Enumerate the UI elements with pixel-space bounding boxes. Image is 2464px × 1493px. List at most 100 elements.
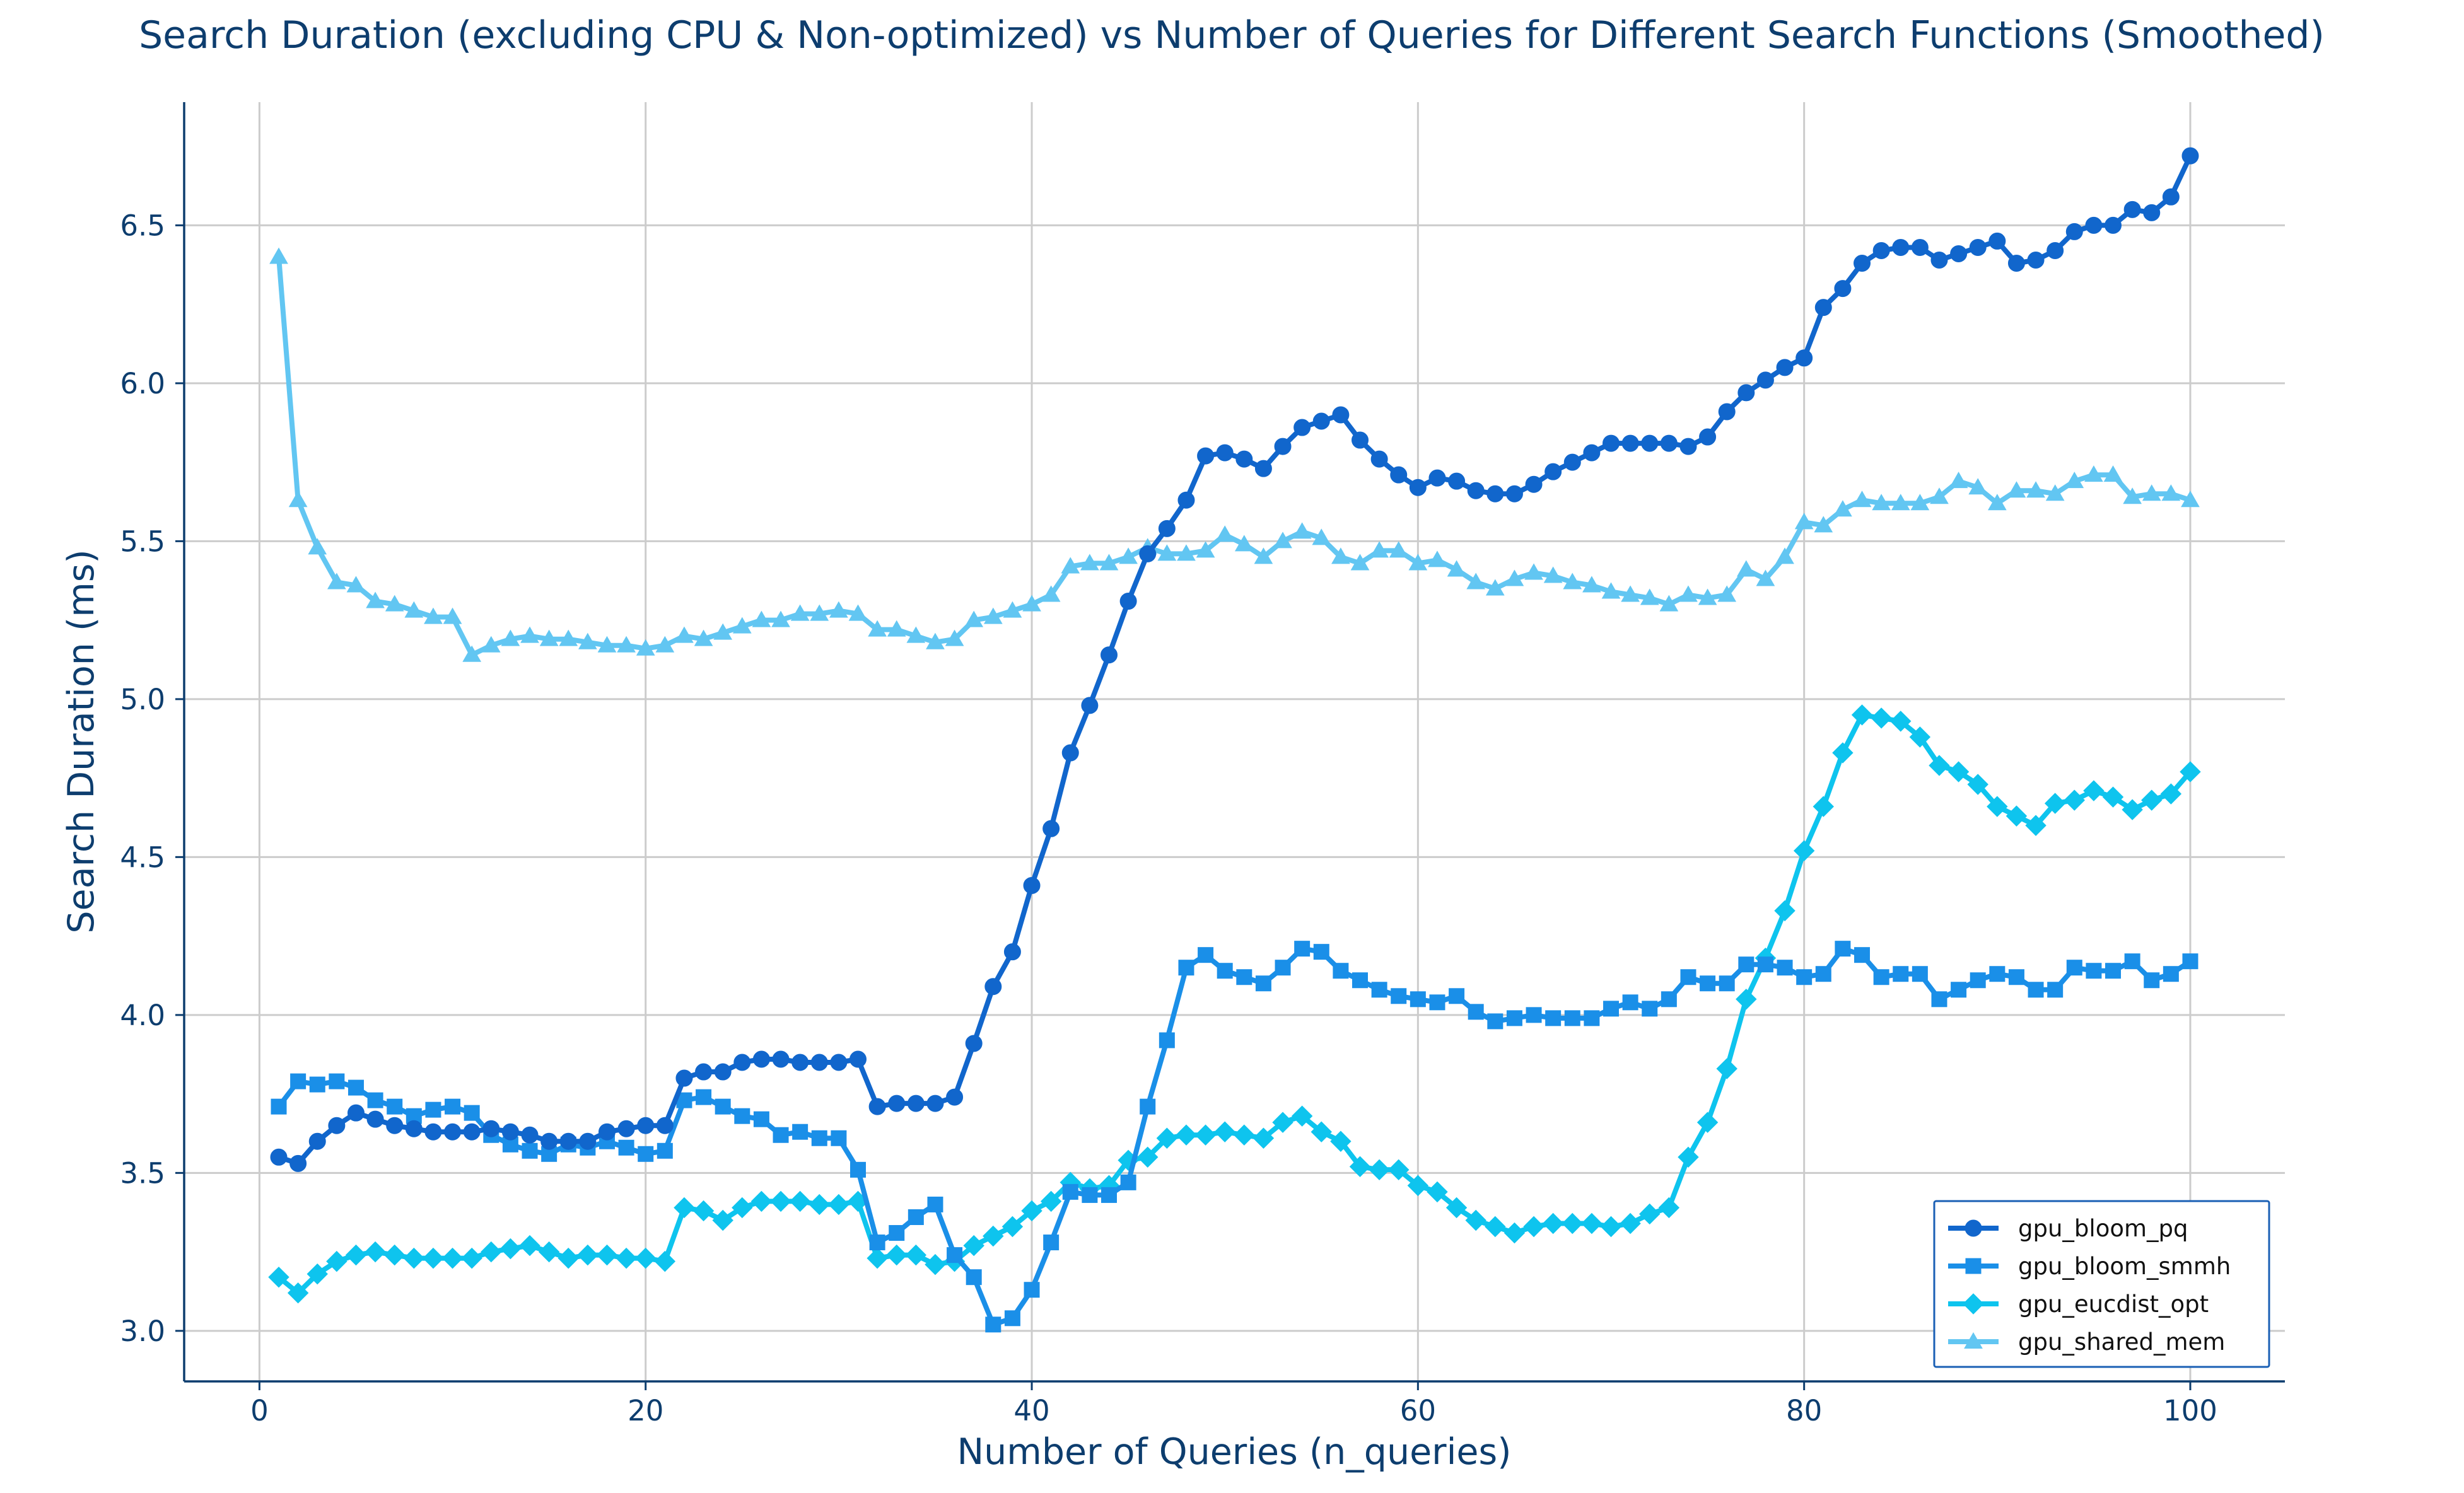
x-tick-label: 40 — [1013, 1394, 1049, 1427]
y-tick-label: 4.0 — [120, 999, 165, 1032]
axis-ticks: 0 20 40 60 80 100 3.0 3.5 4.0 4.5 5.0 5.5 6.0 6.5 — [120, 209, 2217, 1427]
legend: gpu_bloom_pq gpu_bloom_smmh gpu_eucdist_op… — [1933, 1200, 2270, 1368]
data-point-gpu_bloom_pq — [1969, 238, 1987, 256]
data-point-gpu_bloom_pq — [772, 1050, 790, 1068]
data-point-gpu_eucdist_opt — [2006, 805, 2028, 827]
data-point-gpu_shared_mem — [1119, 547, 1138, 564]
data-point-gpu_bloom_smmh — [696, 1089, 712, 1105]
data-point-gpu_bloom_smmh — [1506, 1010, 1522, 1026]
data-point-gpu_shared_mem — [462, 645, 482, 662]
data-point-gpu_bloom_pq — [579, 1132, 597, 1150]
data-point-gpu_bloom_smmh — [329, 1073, 345, 1089]
data-point-gpu_bloom_pq — [830, 1054, 848, 1071]
data-point-gpu_eucdist_opt — [2160, 783, 2182, 805]
data-point-gpu_bloom_smmh — [715, 1098, 731, 1115]
data-point-gpu_eucdist_opt — [2025, 815, 2047, 836]
data-point-gpu_bloom_smmh — [1738, 956, 1755, 973]
data-point-gpu_eucdist_opt — [1330, 1130, 1352, 1152]
data-point-gpu_eucdist_opt — [1678, 1146, 1699, 1168]
data-point-gpu_bloom_smmh — [1198, 947, 1214, 963]
data-point-gpu_bloom_pq — [2027, 251, 2045, 269]
data-point-gpu_shared_mem — [906, 626, 926, 643]
data-point-gpu_shared_mem — [539, 629, 559, 646]
data-point-gpu_eucdist_opt — [1234, 1124, 1255, 1146]
data-point-gpu_eucdist_opt — [828, 1194, 850, 1216]
data-point-gpu_eucdist_opt — [1929, 755, 1950, 776]
data-point-gpu_bloom_smmh — [1680, 969, 1696, 985]
plot-series — [268, 147, 2201, 1333]
data-point-gpu_eucdist_opt — [1137, 1146, 1159, 1168]
data-point-gpu_shared_mem — [1003, 601, 1022, 618]
data-point-gpu_bloom_smmh — [1700, 975, 1716, 992]
data-point-gpu_eucdist_opt — [1445, 1197, 1468, 1219]
data-point-gpu_shared_mem — [926, 632, 945, 649]
data-point-gpu_eucdist_opt — [616, 1247, 637, 1269]
data-point-gpu_bloom_pq — [791, 1054, 809, 1071]
axes — [183, 102, 2285, 1383]
data-point-gpu_bloom_pq — [2007, 255, 2025, 272]
data-point-gpu_bloom_smmh — [1236, 969, 1252, 985]
data-point-gpu_eucdist_opt — [1485, 1216, 1506, 1238]
data-point-gpu_bloom_pq — [2162, 188, 2180, 206]
data-point-gpu_bloom_pq — [1814, 299, 1832, 317]
data-point-gpu_shared_mem — [617, 636, 636, 653]
data-point-gpu_shared_mem — [1698, 588, 1717, 605]
data-point-gpu_eucdist_opt — [905, 1244, 927, 1266]
data-point-gpu_bloom_pq — [1892, 238, 1910, 256]
data-point-gpu_eucdist_opt — [1890, 711, 1912, 732]
data-point-gpu_shared_mem — [1601, 582, 1621, 599]
data-point-gpu_eucdist_opt — [1851, 704, 1873, 726]
data-point-gpu_shared_mem — [694, 629, 713, 646]
data-point-gpu_shared_mem — [1273, 532, 1292, 549]
data-point-gpu_shared_mem — [1814, 516, 1833, 533]
data-point-gpu_bloom_smmh — [2105, 963, 2122, 979]
data-point-gpu_eucdist_opt — [307, 1263, 328, 1285]
data-point-gpu_shared_mem — [675, 626, 694, 643]
data-point-gpu_bloom_smmh — [1449, 988, 1465, 1004]
data-point-gpu_shared_mem — [1679, 585, 1698, 602]
data-point-gpu_eucdist_opt — [499, 1238, 522, 1260]
data-point-gpu_bloom_smmh — [1275, 960, 1291, 976]
data-point-gpu_bloom_pq — [849, 1050, 867, 1068]
data-point-gpu_shared_mem — [771, 610, 790, 627]
data-point-gpu_bloom_pq — [617, 1120, 635, 1137]
data-point-gpu_shared_mem — [1872, 494, 1891, 511]
data-point-gpu_bloom_smmh — [1294, 941, 1311, 957]
data-point-gpu_shared_mem — [945, 629, 964, 646]
data-point-gpu_shared_mem — [1717, 585, 1737, 602]
data-point-gpu_shared_mem — [1524, 563, 1543, 580]
data-point-gpu_shared_mem — [2181, 491, 2200, 508]
data-point-gpu_eucdist_opt — [1562, 1212, 1583, 1234]
data-point-gpu_bloom_smmh — [1526, 1007, 1542, 1023]
data-point-gpu_shared_mem — [2161, 484, 2181, 501]
data-point-gpu_bloom_smmh — [1371, 982, 1387, 998]
data-point-gpu_eucdist_opt — [1871, 707, 1892, 729]
data-point-gpu_bloom_smmh — [1024, 1282, 1040, 1298]
data-point-gpu_shared_mem — [829, 601, 848, 618]
data-point-gpu_eucdist_opt — [345, 1244, 367, 1266]
data-point-gpu_eucdist_opt — [538, 1241, 560, 1263]
data-point-gpu_bloom_smmh — [425, 1101, 441, 1118]
data-point-gpu_shared_mem — [578, 632, 597, 649]
y-tick-label: 5.5 — [120, 525, 165, 558]
data-point-gpu_bloom_pq — [1911, 238, 1929, 256]
data-point-gpu_bloom_smmh — [290, 1073, 307, 1089]
data-point-gpu_eucdist_opt — [1736, 989, 1757, 1010]
data-point-gpu_eucdist_opt — [1696, 1112, 1719, 1133]
data-point-gpu_eucdist_opt — [1156, 1127, 1178, 1149]
data-point-gpu_bloom_smmh — [1178, 960, 1194, 976]
data-point-gpu_shared_mem — [2103, 465, 2123, 482]
data-point-gpu_bloom_pq — [714, 1063, 732, 1081]
data-point-gpu_bloom_smmh — [2066, 960, 2082, 976]
data-point-gpu_bloom_pq — [907, 1095, 925, 1112]
y-tick-label: 6.5 — [120, 209, 165, 242]
data-point-gpu_eucdist_opt — [384, 1244, 406, 1266]
data-point-gpu_bloom_smmh — [753, 1111, 769, 1127]
data-point-gpu_bloom_pq — [1872, 241, 1890, 259]
y-tick-label: 3.5 — [120, 1156, 165, 1190]
data-point-gpu_bloom_smmh — [1931, 991, 1947, 1008]
data-point-gpu_bloom_pq — [752, 1050, 770, 1068]
data-point-gpu_eucdist_opt — [1001, 1216, 1024, 1238]
data-point-gpu_shared_mem — [1756, 569, 1775, 586]
data-point-gpu_eucdist_opt — [732, 1197, 753, 1219]
